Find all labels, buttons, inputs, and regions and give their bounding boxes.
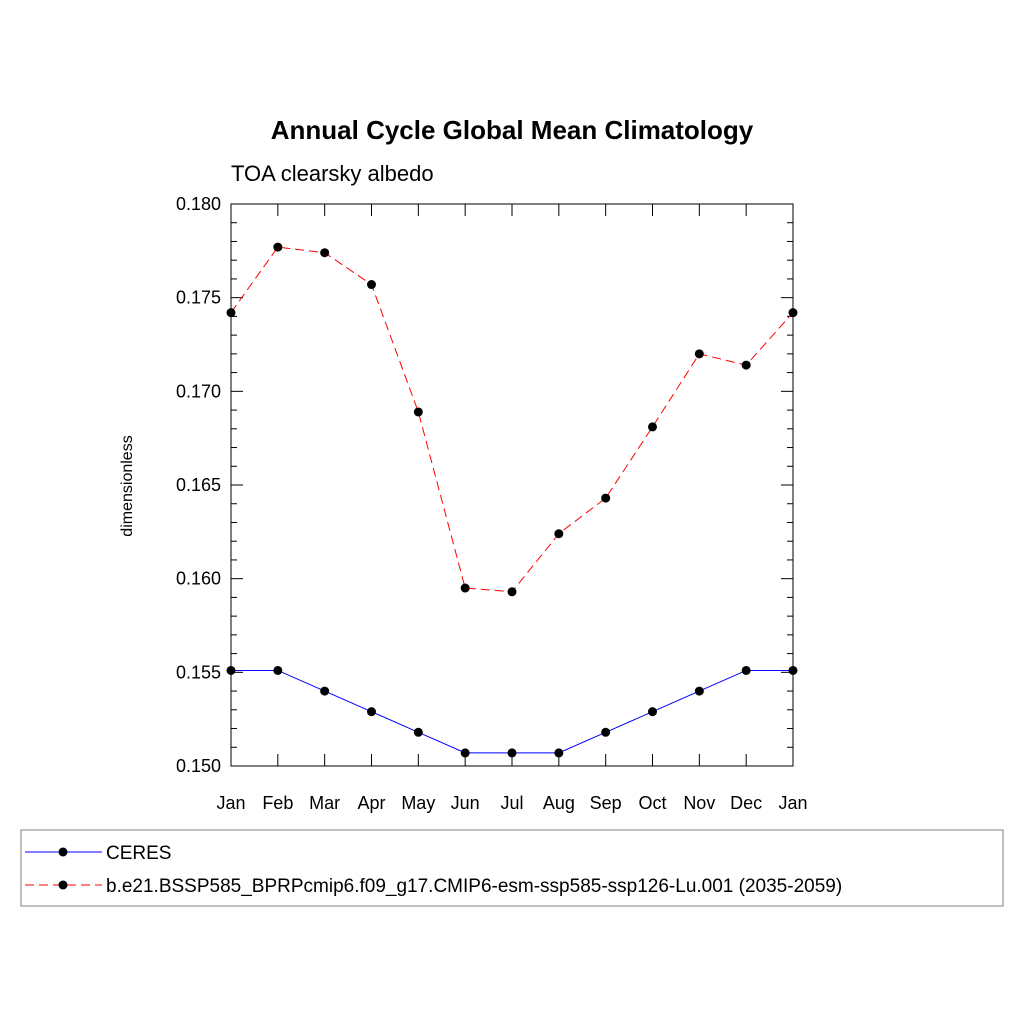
series-0-point — [413, 727, 423, 737]
x-tick-label: Apr — [357, 793, 385, 813]
series-0-point — [601, 727, 611, 737]
series-0-point — [507, 748, 517, 758]
legend-label-1: b.e21.BSSP585_BPRPcmip6.f09_g17.CMIP6-es… — [106, 876, 842, 897]
y-tick-label: 0.165 — [176, 475, 221, 495]
x-tick-label: Aug — [543, 793, 575, 813]
legend-box — [20, 829, 1004, 907]
series-1-point — [460, 583, 470, 593]
legend: CERES b.e21.BSSP585_BPRPcmip6.f09_g17.CMI… — [25, 843, 842, 897]
series-0-point — [320, 686, 330, 696]
series-line-0 — [231, 669, 793, 754]
series-0-point — [694, 686, 704, 696]
x-axis-ticks: Jan Feb Mar Apr May Jun Jul Aug Sep Oct Nov Dec Jan — [216, 204, 808, 813]
series-1-point — [601, 493, 611, 503]
series-0-point — [273, 665, 283, 675]
y-axis-ticks: 0.150 0.155 0.160 0.165 0.170 0.175 0.180 — [176, 194, 793, 776]
series-1-point — [694, 349, 704, 359]
chart-title: Annual Cycle Global Mean Climatology — [271, 115, 754, 145]
y-tick-label: 0.155 — [176, 662, 221, 682]
y-tick-label: 0.180 — [176, 194, 221, 214]
y-tick-label: 0.150 — [176, 756, 221, 776]
series-1-point — [226, 308, 236, 318]
series-0-point — [554, 748, 564, 758]
legend-label-0: CERES — [106, 843, 171, 864]
series-0-point — [741, 665, 751, 675]
plot-area — [230, 203, 794, 767]
chart-subtitle: TOA clearsky albedo — [231, 161, 434, 186]
y-tick-label: 0.160 — [176, 569, 221, 589]
legend-marker-1 — [58, 880, 68, 890]
y-axis-label: dimensionless — [119, 435, 136, 536]
series-0-point — [367, 707, 376, 717]
series-1-point — [788, 308, 798, 318]
y-tick-label: 0.175 — [176, 288, 221, 308]
series-1-point — [648, 422, 657, 432]
x-tick-label: Feb — [262, 793, 293, 813]
series-0-point — [460, 748, 470, 758]
x-tick-label: Dec — [730, 793, 762, 813]
x-tick-label: Nov — [683, 793, 715, 813]
series-0-point — [226, 665, 236, 675]
series-1-point — [507, 587, 517, 597]
series-1-point — [320, 248, 330, 258]
series-0-point — [788, 665, 798, 675]
series-1-point — [554, 529, 564, 539]
series-1-point — [413, 407, 423, 417]
x-tick-label: Mar — [309, 793, 340, 813]
x-tick-label: Oct — [638, 793, 666, 813]
series-1-point — [741, 360, 751, 370]
series-layer — [226, 242, 798, 758]
x-tick-label: Jan — [216, 793, 245, 813]
y-tick-label: 0.170 — [176, 381, 221, 401]
x-tick-label: May — [401, 793, 435, 813]
series-0-point — [648, 707, 657, 717]
x-tick-label: Jan — [778, 793, 807, 813]
series-1-point — [273, 242, 283, 252]
series-1-point — [367, 280, 376, 290]
x-tick-label: Jun — [451, 793, 480, 813]
legend-marker-0 — [58, 847, 68, 857]
series-line-1 — [230, 246, 794, 593]
x-tick-label: Sep — [590, 793, 622, 813]
x-tick-label: Jul — [500, 793, 523, 813]
